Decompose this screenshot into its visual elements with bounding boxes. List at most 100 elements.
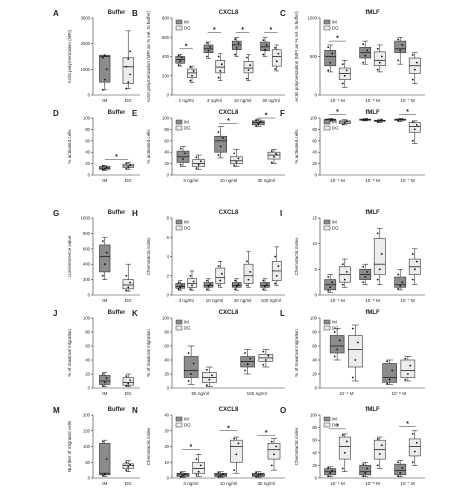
data-point	[205, 55, 208, 58]
data-point	[399, 118, 402, 121]
data-point	[189, 288, 192, 291]
data-point	[129, 164, 132, 167]
data-point	[127, 58, 130, 60]
axes: 0 20 40 60 80 100	[310, 413, 425, 481]
legend-swatch	[175, 25, 183, 31]
panel-letter: D	[53, 109, 59, 118]
data-point	[237, 283, 240, 286]
panel-k: K CXCL8 0 20 40 60 80 100 % of maximal migration…	[132, 309, 285, 396]
data-point	[101, 274, 104, 277]
panel-letter: H	[132, 209, 138, 218]
data-point	[217, 154, 220, 156]
panel-letter: I	[280, 209, 282, 218]
significance: *	[399, 421, 416, 428]
box-dg	[338, 258, 351, 288]
data-point	[267, 354, 270, 357]
legend-swatch	[175, 225, 183, 231]
x-tick-label: IM	[102, 298, 107, 303]
box-body	[243, 263, 254, 284]
legend-swatch	[175, 219, 183, 225]
sig-star: *	[227, 118, 230, 125]
data-point	[343, 121, 346, 124]
x-tick-label: IM	[102, 481, 107, 486]
data-point	[333, 331, 336, 333]
box-im	[175, 54, 186, 67]
data-point	[327, 69, 330, 72]
box-body	[243, 61, 254, 74]
legend-swatch	[175, 119, 183, 125]
y-tick-label: 40	[312, 358, 317, 363]
data-point	[341, 263, 344, 266]
data-point	[221, 137, 224, 139]
box-im	[203, 41, 214, 59]
box-body	[175, 56, 186, 64]
axes: 0 10 20 30 40	[164, 413, 285, 481]
y-tick-label: 100	[83, 444, 91, 449]
data-point	[397, 119, 400, 122]
box-body	[214, 135, 227, 153]
data-point	[219, 70, 222, 72]
data-point	[192, 70, 195, 72]
box-body	[373, 51, 386, 67]
sig-star: *	[189, 444, 192, 451]
panel-letter: G	[53, 209, 59, 218]
data-point	[380, 118, 383, 121]
sig-star: *	[185, 43, 188, 50]
data-point	[277, 52, 280, 55]
panel-letter: L	[280, 309, 285, 318]
data-point	[341, 467, 344, 470]
axes: 0 20 40 60 80 100	[162, 316, 285, 391]
x-tick-label: 30 ng/ml	[234, 298, 252, 303]
y-tick-label: 100	[162, 116, 170, 121]
data-point	[255, 125, 258, 127]
y-tick-label: 80	[312, 330, 317, 335]
data-point	[105, 251, 108, 254]
legend-label: IM	[184, 120, 189, 125]
data-point	[101, 240, 104, 243]
panel-title: fMLF	[365, 310, 380, 316]
y-tick-label: 40	[312, 150, 317, 155]
legend-label: IM	[332, 20, 337, 25]
data-point	[362, 265, 365, 268]
data-point	[270, 150, 273, 152]
data-point	[333, 355, 336, 358]
x-tick-label: 10 ng/ml	[206, 298, 224, 303]
box-dg	[122, 162, 134, 170]
box-im	[359, 263, 372, 286]
data-point	[331, 118, 334, 121]
data-point	[362, 463, 365, 466]
y-tick-label: 80	[164, 330, 169, 335]
data-point	[127, 286, 130, 289]
data-point	[327, 276, 330, 278]
data-point	[217, 284, 220, 287]
data-point	[329, 286, 332, 289]
legend-label: DG	[332, 26, 339, 31]
y-tick-label: 6	[167, 235, 170, 240]
data-point	[103, 78, 106, 81]
x-tick-label: 10⁻⁷ M	[400, 178, 414, 183]
box-body	[175, 283, 186, 289]
data-point	[220, 272, 223, 275]
panel-title: fMLF	[365, 407, 380, 413]
legend-swatch	[323, 25, 331, 31]
data-point	[262, 39, 265, 42]
y-tick-label: 100	[310, 413, 318, 418]
box-body	[394, 463, 407, 476]
data-point	[191, 284, 193, 287]
data-point	[179, 147, 182, 150]
data-point	[219, 145, 222, 148]
y-tick-label: 30	[164, 428, 169, 433]
data-point	[191, 74, 193, 77]
box-body	[230, 156, 243, 164]
data-point	[125, 65, 128, 68]
legend-label: IM	[184, 417, 189, 422]
y-tick-label: 80	[164, 127, 169, 132]
data-point	[354, 359, 357, 361]
legend-swatch	[323, 416, 331, 422]
data-point	[401, 118, 404, 121]
legend-label: DG	[332, 226, 339, 231]
data-point	[195, 156, 198, 159]
box-dg	[373, 227, 386, 286]
